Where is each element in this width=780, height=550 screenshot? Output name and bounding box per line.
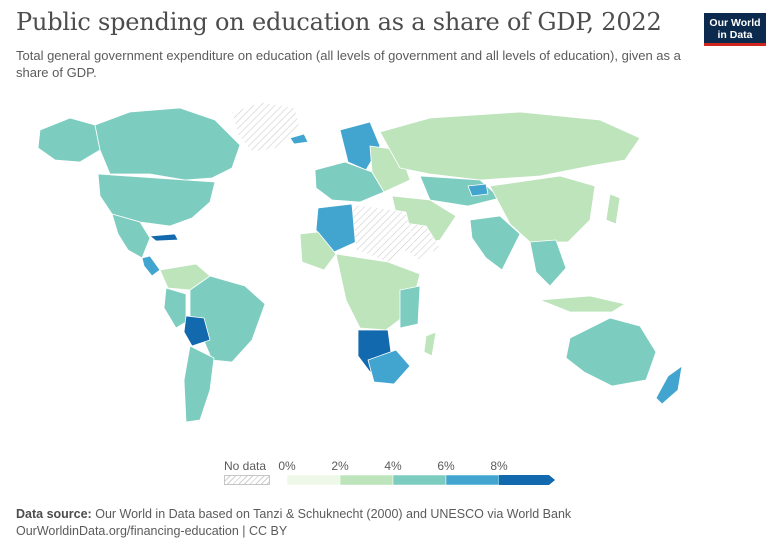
region-central-america[interactable]: [141, 255, 161, 277]
region-east-africa[interactable]: [399, 285, 421, 329]
region-algeria[interactable]: [315, 203, 357, 253]
region-new-zealand[interactable]: [655, 365, 683, 405]
source-url[interactable]: OurWorldinData.org/financing-education |…: [16, 524, 288, 538]
region-argentina-chile[interactable]: [183, 345, 215, 423]
region-west-africa[interactable]: [299, 231, 337, 271]
region-western-europe[interactable]: [314, 161, 385, 203]
chart-title: Public spending on education as a share …: [16, 8, 662, 36]
logo-line-2: in Data: [717, 29, 753, 41]
region-central-africa[interactable]: [335, 253, 421, 331]
region-indonesia[interactable]: [539, 295, 626, 313]
region-japan[interactable]: [605, 193, 621, 225]
region-greenland[interactable]: [231, 101, 301, 153]
legend-tick-8: 8%: [490, 459, 508, 473]
legend-bin-0-2[interactable]: [287, 475, 341, 486]
source-text: Our World in Data based on Tanzi & Schuk…: [95, 507, 572, 521]
map-svg: [37, 101, 683, 423]
region-bolivia[interactable]: [183, 315, 211, 347]
region-alaska[interactable]: [37, 117, 101, 163]
legend-color-scale: [287, 475, 555, 486]
region-iceland[interactable]: [289, 133, 309, 145]
region-kyrgyzstan[interactable]: [467, 183, 489, 197]
region-russia[interactable]: [379, 111, 641, 181]
legend-tick-6: 6%: [437, 459, 455, 473]
region-china[interactable]: [489, 175, 596, 243]
legend-bin-2-4[interactable]: [339, 475, 394, 486]
legend-bin-8-plus[interactable]: [499, 475, 555, 485]
region-south-africa[interactable]: [367, 349, 411, 385]
logo-line-1: Our World: [709, 17, 761, 29]
legend-bin-4-6[interactable]: [392, 475, 447, 486]
legend-tick-2: 2%: [331, 459, 349, 473]
chart-subtitle: Total general government expenditure on …: [16, 48, 681, 80]
legend-no-data-label: No data: [224, 459, 267, 473]
legend-tick-0: 0%: [278, 459, 296, 473]
region-canada[interactable]: [94, 107, 241, 181]
owid-logo[interactable]: Our World in Data: [704, 13, 766, 46]
region-india[interactable]: [469, 215, 521, 271]
region-kazakhstan[interactable]: [419, 175, 501, 207]
region-cuba[interactable]: [149, 233, 179, 242]
legend-no-data-swatch[interactable]: [224, 475, 270, 485]
region-united-states[interactable]: [97, 173, 216, 227]
region-australia[interactable]: [565, 317, 657, 387]
region-madagascar[interactable]: [423, 331, 437, 357]
source-label: Data source:: [16, 507, 92, 521]
legend-bin-6-8[interactable]: [445, 475, 500, 486]
region-peru[interactable]: [163, 287, 187, 329]
world-map[interactable]: [0, 90, 780, 440]
region-north-africa-nodata[interactable]: [351, 203, 415, 263]
region-southeast-asia[interactable]: [529, 239, 567, 287]
legend-tick-4: 4%: [384, 459, 402, 473]
footer-source: Data source: Our World in Data based on …: [16, 506, 571, 540]
